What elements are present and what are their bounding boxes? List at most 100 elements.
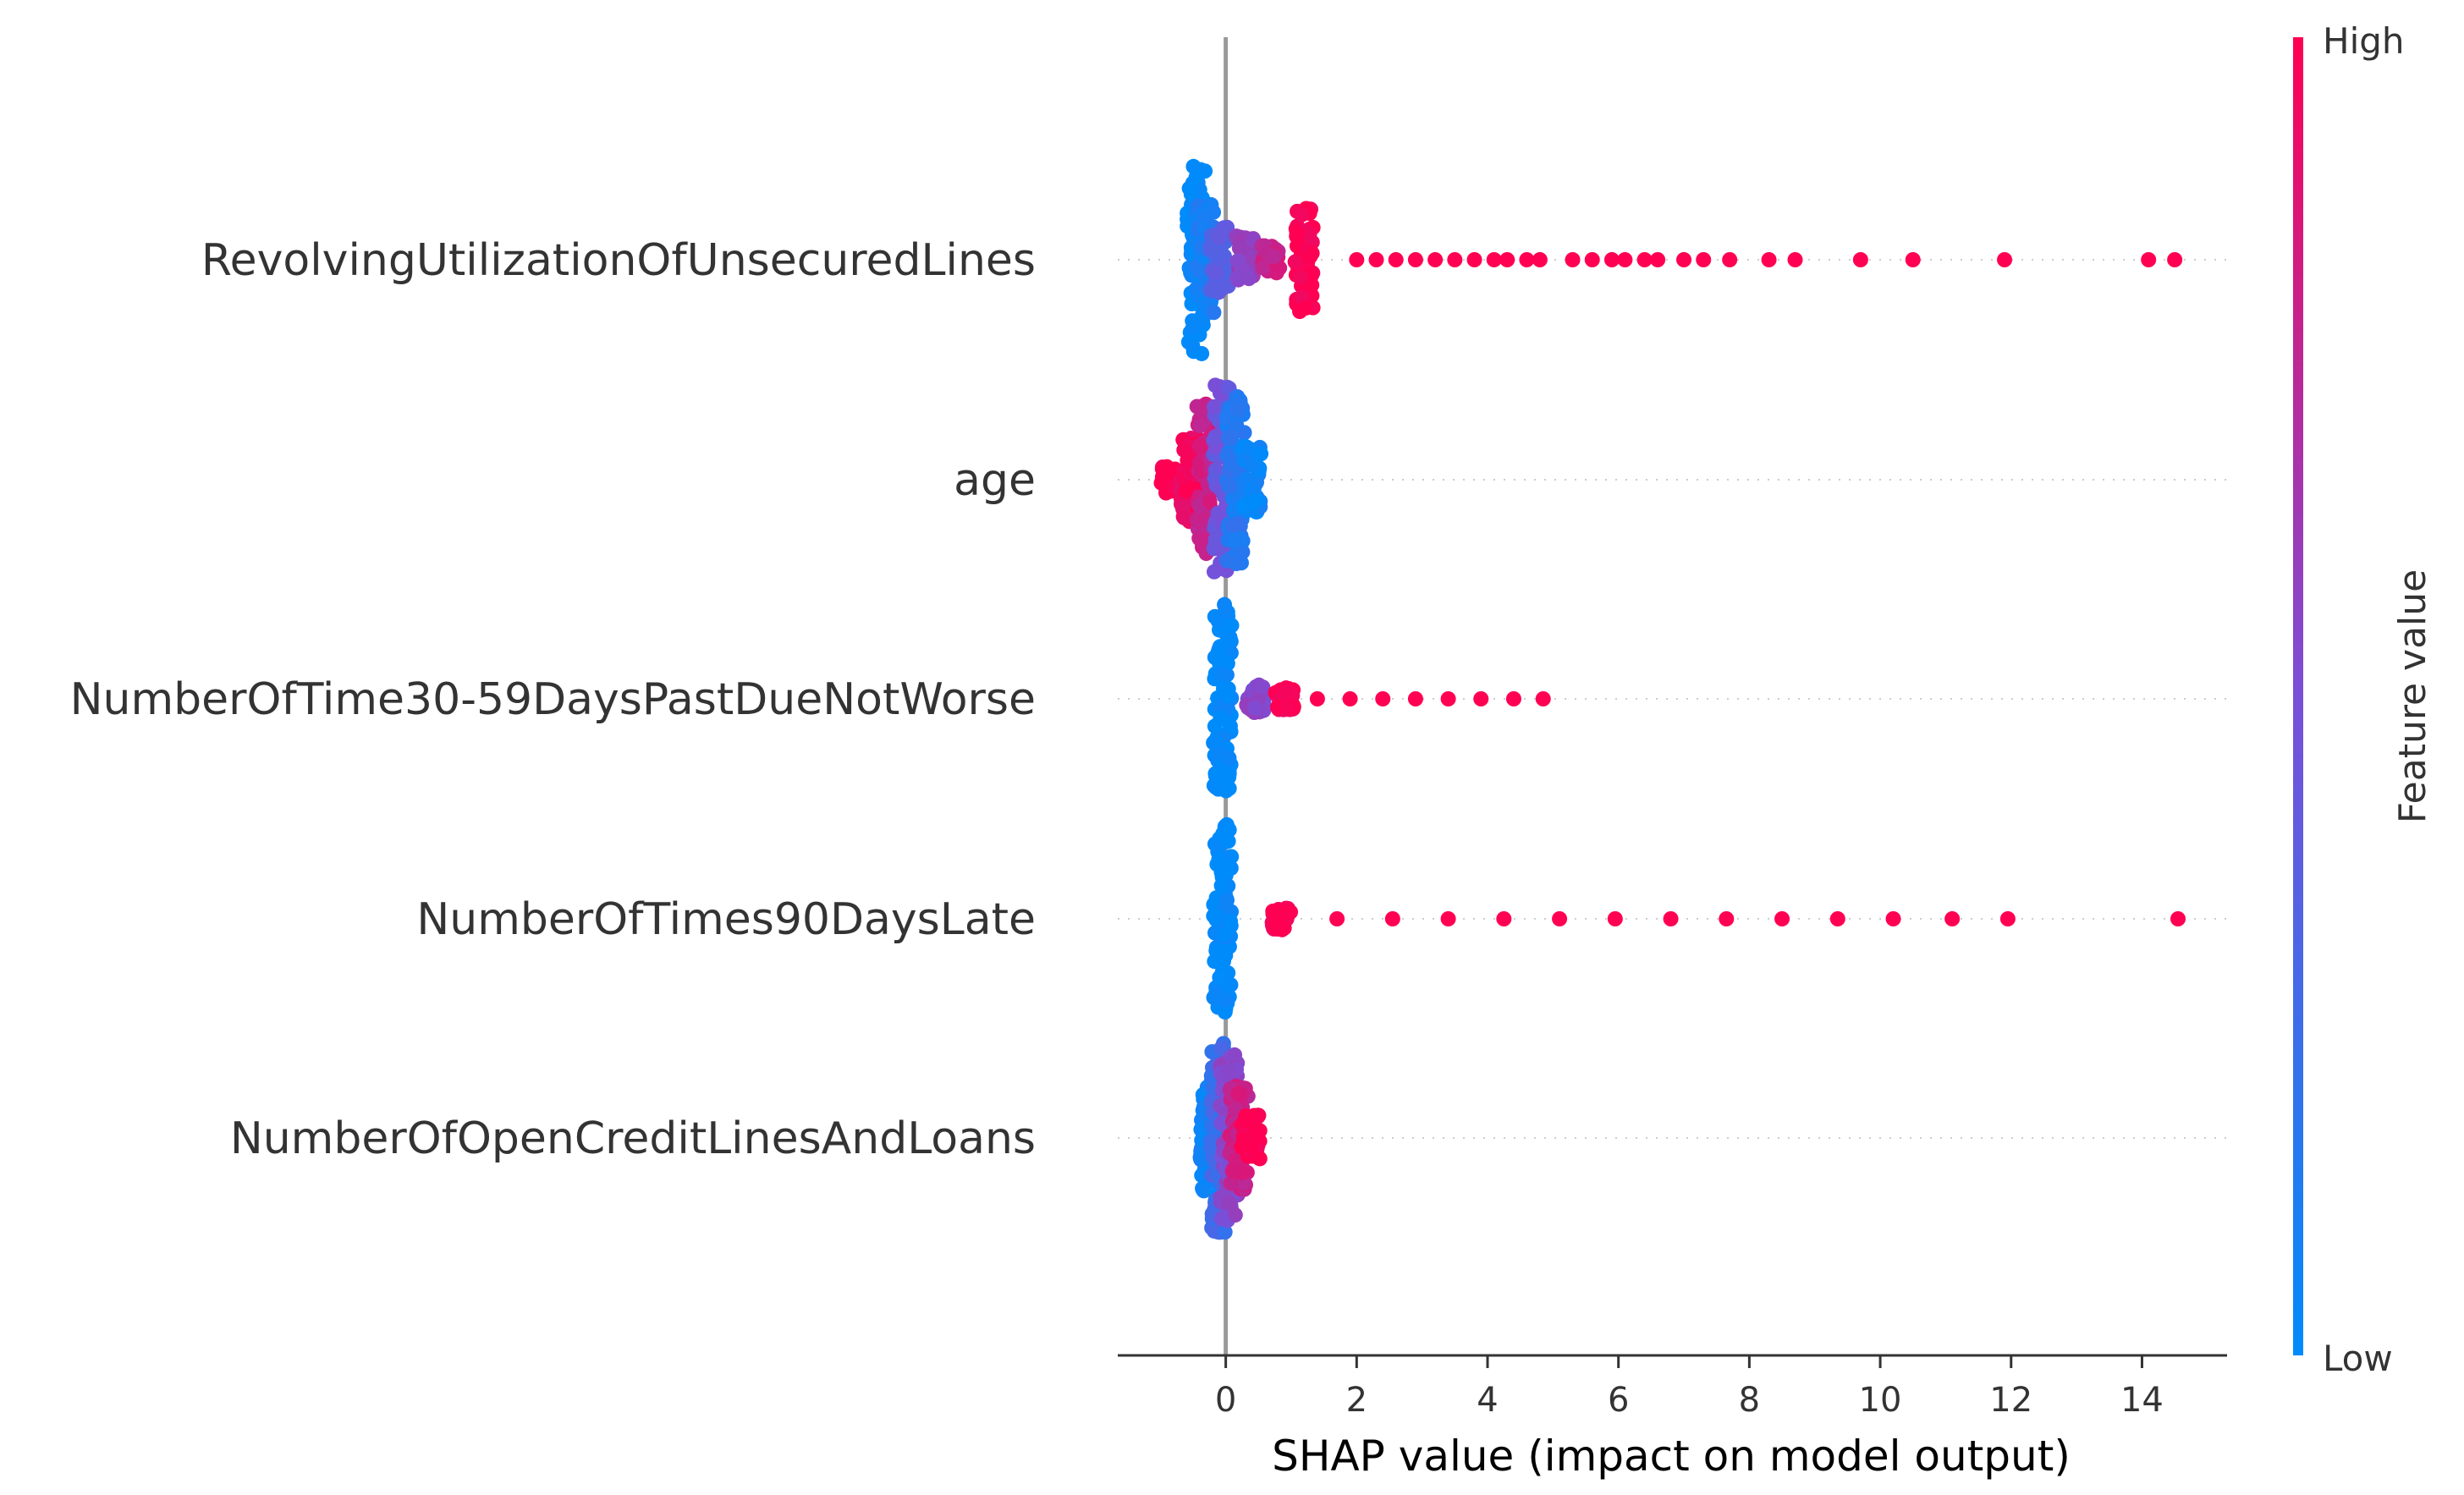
x-tick-label: 0 [1215,1381,1236,1420]
shap-point [1535,691,1551,706]
x-tick-label: 8 [1739,1381,1760,1420]
shap-point [1427,252,1444,267]
shap-point [1407,252,1423,267]
shap-point [1719,911,1735,926]
shap-point [1229,403,1246,419]
shap-point [1375,691,1391,706]
shap-point [1207,398,1223,415]
shap-point [1505,691,1521,706]
shap-point [1217,596,1233,613]
shap-point [1249,492,1265,508]
shap-point [1222,718,1238,734]
shap-point [1240,271,1257,287]
shap-point [1294,206,1310,223]
feature-label-numberoftime30-59dayspastduenotworse: NumberOfTime30-59DaysPastDueNotWorse [70,674,1036,725]
shap-point [1236,1136,1252,1152]
shap-point [1287,254,1303,270]
shap-point [1223,913,1239,929]
shap-point [1309,691,1325,706]
shap-point [1229,516,1245,532]
shap-point [1253,446,1269,462]
shap-point [1519,252,1535,267]
x-tick-label: 2 [1346,1381,1367,1420]
shap-point [1219,861,1235,877]
shap-point [1852,252,1868,267]
shap-point [1220,478,1236,494]
colorbar-gradient [2293,37,2303,1355]
shap-point [1774,911,1790,926]
x-tick-label: 12 [1989,1381,2032,1420]
shap-point [1223,1175,1239,1191]
shap-point [1440,691,1456,706]
shap-point [1183,186,1199,202]
shap-point [1217,926,1233,943]
shap-point [1255,260,1271,276]
shap-point [1565,252,1581,267]
shap-point [1207,836,1223,852]
shap-point [1191,262,1207,278]
x-tick-label: 10 [1859,1381,1902,1420]
shap-point [1636,252,1653,267]
shap-point [1997,252,2013,267]
shap-point [1905,252,1921,267]
shap-point [1829,911,1845,926]
shap-point [1206,305,1222,321]
shap-point [1787,252,1803,267]
shap-point [1496,911,1512,926]
shap-point [1289,225,1305,241]
shap-point [1176,442,1192,458]
shap-point [1238,1113,1254,1129]
feature-label-revolvingutilizationofunsecuredlines: RevolvingUtilizationOfUnsecuredLines [201,235,1036,286]
x-axis-title: SHAP value (impact on model output) [1272,1432,2071,1481]
shap-point [1176,509,1192,525]
shap-point [1217,1224,1233,1240]
colorbar-title: Feature value [2391,569,2434,823]
shap-point [1584,252,1600,267]
shap-point [1156,465,1172,481]
shap-point [1213,245,1229,261]
shap-point [1944,911,1961,926]
shap-point [1304,245,1320,261]
shap-point [1212,970,1228,986]
shap-point [1188,169,1204,185]
shap-point [1532,252,1548,267]
shap-point [1206,990,1222,1006]
shap-point [1218,948,1234,964]
shap-point [1663,911,1679,926]
shap-point [1349,252,1365,267]
shap-point [1227,1207,1243,1223]
shap-point [1194,313,1210,329]
shap-point [1384,911,1400,926]
shap-point [1221,1195,1237,1211]
shap-point [1213,1115,1229,1131]
shap-point [1207,767,1224,783]
shap-point [1368,252,1384,267]
shap-point [1192,418,1208,434]
shap-point [1226,533,1242,549]
shap-point [1499,252,1515,267]
shap-point [1270,903,1286,919]
shap-point [1722,252,1738,267]
shap-point [1607,911,1623,926]
colorbar: High Low Feature value [2293,20,2434,1379]
shap-point [1466,252,1482,267]
colorbar-low-label: Low [2323,1338,2393,1379]
x-tick-label: 6 [1608,1381,1629,1420]
shap-point [1603,252,1620,267]
shap-point [1486,252,1502,267]
shap-point [1218,278,1235,294]
shap-point [1224,1163,1240,1179]
shap-point [1292,269,1308,285]
shap-point [1220,833,1236,849]
shap-point [1221,766,1237,782]
shap-point [1552,911,1568,926]
shap-point [1279,698,1295,714]
shap-point [1207,718,1223,734]
x-axis: 0 2 4 6 8 10 12 14 [1118,1354,2227,1420]
colorbar-high-label: High [2323,20,2405,62]
feature-label-numberoftimes90dayslate: NumberOfTimes90DaysLate [416,894,1036,945]
shap-point [1277,684,1293,700]
x-tick-label: 4 [1477,1381,1498,1420]
shap-point [1221,1063,1237,1079]
